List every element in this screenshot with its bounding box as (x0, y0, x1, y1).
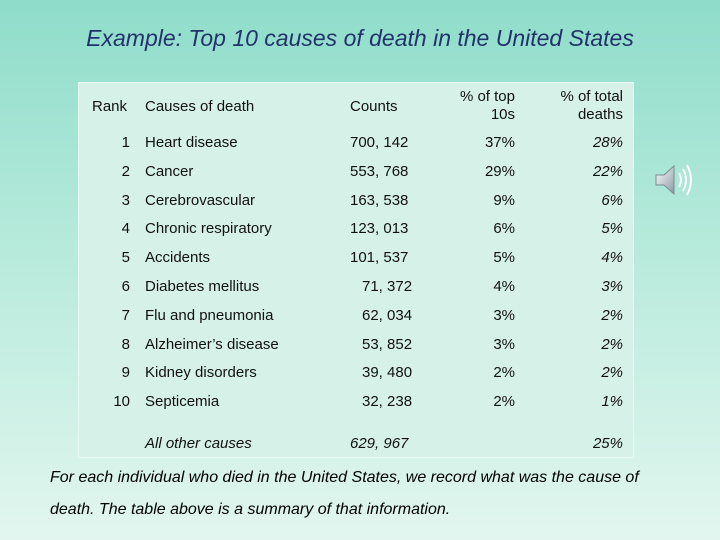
row-count: 39, 480 (362, 364, 412, 382)
row-cause: Diabetes mellitus (145, 278, 259, 296)
row-count: 32, 238 (362, 393, 412, 411)
header-pct-top-line2: 10s (460, 106, 515, 124)
row-count: 123, 013 (350, 220, 408, 238)
slide-title: Example: Top 10 causes of death in the U… (60, 24, 660, 53)
row-cause: Accidents (145, 249, 210, 267)
row-pct-top: 9% (493, 192, 515, 210)
header-pct-total-line1: % of total (560, 88, 623, 106)
row-pct-total: 2% (601, 336, 623, 354)
row-pct-total: 28% (593, 134, 623, 152)
row-count: 71, 372 (362, 278, 412, 296)
header-rank: Rank (92, 98, 127, 116)
row-count: 700, 142 (350, 134, 408, 152)
row-cause: Septicemia (145, 393, 219, 411)
row-cause: Kidney disorders (145, 364, 257, 382)
row-pct-top: 5% (493, 249, 515, 267)
header-pct-total: % of total deaths (560, 88, 623, 124)
row-pct-top: 6% (493, 220, 515, 238)
row-count: 53, 852 (362, 336, 412, 354)
row-pct-total: 22% (593, 163, 623, 181)
row-pct-top: 29% (485, 163, 515, 181)
row-pct-top: 2% (493, 393, 515, 411)
row-rank: 4 (122, 220, 130, 238)
header-counts: Counts (350, 98, 398, 116)
row-cause: Flu and pneumonia (145, 307, 273, 325)
row-rank: 8 (122, 336, 130, 354)
row-pct-total: 4% (601, 249, 623, 267)
row-pct-top: 3% (493, 336, 515, 354)
row-pct-top: 3% (493, 307, 515, 325)
row-cause: Cerebrovascular (145, 192, 255, 210)
other-pct-total: 25% (593, 435, 623, 453)
row-rank: 3 (122, 192, 130, 210)
header-cause: Causes of death (145, 98, 254, 116)
row-pct-total: 2% (601, 364, 623, 382)
row-cause: Alzheimer’s disease (145, 336, 279, 354)
row-cause: Heart disease (145, 134, 238, 152)
row-rank: 1 (122, 134, 130, 152)
other-cause: All other causes (145, 435, 252, 453)
row-pct-total: 5% (601, 220, 623, 238)
row-rank: 5 (122, 249, 130, 267)
explanation-note: For each individual who died in the Unit… (50, 462, 670, 526)
row-pct-total: 1% (601, 393, 623, 411)
row-count: 62, 034 (362, 307, 412, 325)
row-rank: 9 (122, 364, 130, 382)
row-count: 101, 537 (350, 249, 408, 267)
header-pct-total-line2: deaths (560, 106, 623, 124)
row-pct-top: 4% (493, 278, 515, 296)
row-cause: Chronic respiratory (145, 220, 272, 238)
other-count: 629, 967 (350, 435, 408, 453)
row-count: 553, 768 (350, 163, 408, 181)
row-rank: 6 (122, 278, 130, 296)
row-pct-top: 2% (493, 364, 515, 382)
speaker-icon[interactable] (652, 160, 696, 200)
row-rank: 2 (122, 163, 130, 181)
row-rank: 7 (122, 307, 130, 325)
row-pct-total: 2% (601, 307, 623, 325)
row-pct-top: 37% (485, 134, 515, 152)
row-count: 163, 538 (350, 192, 408, 210)
row-rank: 10 (113, 393, 130, 411)
header-pct-top-line1: % of top (460, 88, 515, 106)
row-pct-total: 6% (601, 192, 623, 210)
row-cause: Cancer (145, 163, 193, 181)
row-pct-total: 3% (601, 278, 623, 296)
header-pct-top: % of top 10s (460, 88, 515, 124)
